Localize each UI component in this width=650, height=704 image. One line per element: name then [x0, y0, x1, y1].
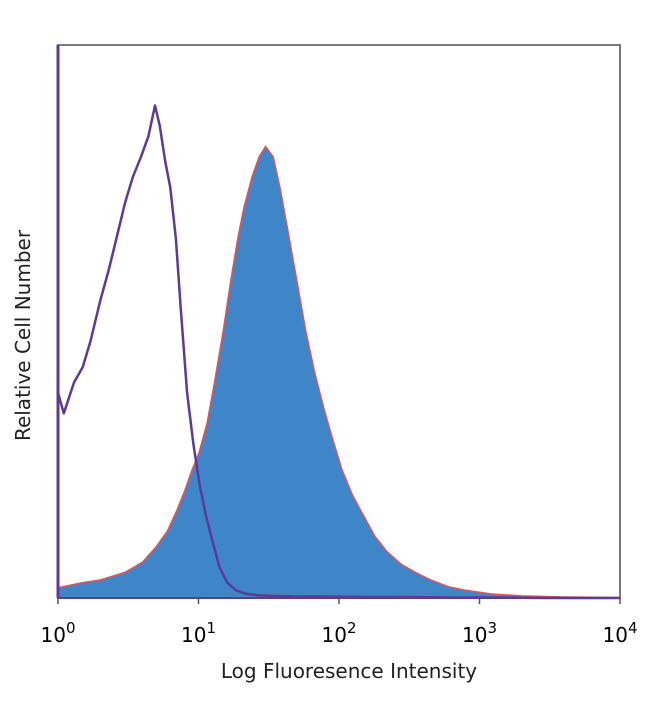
x-axis-ticks: 100 101 102 103 104	[41, 598, 638, 647]
x-tick-label: 101	[181, 619, 216, 647]
x-tick-label: 104	[603, 619, 638, 647]
x-tick-label: 103	[462, 619, 497, 647]
plot-area	[56, 104, 621, 600]
filled-histogram-edge	[57, 145, 621, 599]
x-tick-label: 102	[322, 619, 357, 647]
filled-histogram-area	[58, 146, 620, 598]
x-tick-label: 100	[41, 619, 76, 647]
x-axis-title: Log Fluoresence Intensity	[221, 659, 477, 683]
y-axis-title: Relative Cell Number	[11, 229, 35, 441]
outline-histogram-line	[56, 104, 620, 600]
